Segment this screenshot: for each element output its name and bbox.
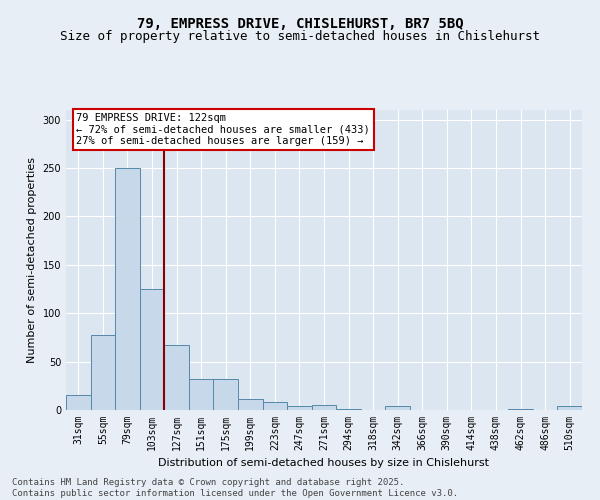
Bar [287, 406, 312, 410]
Bar [115, 168, 140, 410]
Bar [238, 400, 263, 410]
Bar [140, 289, 164, 410]
Bar [189, 379, 214, 410]
Bar [385, 406, 410, 410]
Text: 79, EMPRESS DRIVE, CHISLEHURST, BR7 5BQ: 79, EMPRESS DRIVE, CHISLEHURST, BR7 5BQ [137, 18, 463, 32]
Bar [91, 334, 115, 410]
Text: 79 EMPRESS DRIVE: 122sqm
← 72% of semi-detached houses are smaller (433)
27% of : 79 EMPRESS DRIVE: 122sqm ← 72% of semi-d… [76, 113, 370, 146]
Bar [263, 402, 287, 410]
Bar [66, 396, 91, 410]
X-axis label: Distribution of semi-detached houses by size in Chislehurst: Distribution of semi-detached houses by … [158, 458, 490, 468]
Y-axis label: Number of semi-detached properties: Number of semi-detached properties [27, 157, 37, 363]
Bar [164, 345, 189, 410]
Bar [336, 409, 361, 410]
Bar [312, 405, 336, 410]
Text: Size of property relative to semi-detached houses in Chislehurst: Size of property relative to semi-detach… [60, 30, 540, 43]
Bar [508, 409, 533, 410]
Text: Contains HM Land Registry data © Crown copyright and database right 2025.
Contai: Contains HM Land Registry data © Crown c… [12, 478, 458, 498]
Bar [557, 406, 582, 410]
Bar [214, 379, 238, 410]
